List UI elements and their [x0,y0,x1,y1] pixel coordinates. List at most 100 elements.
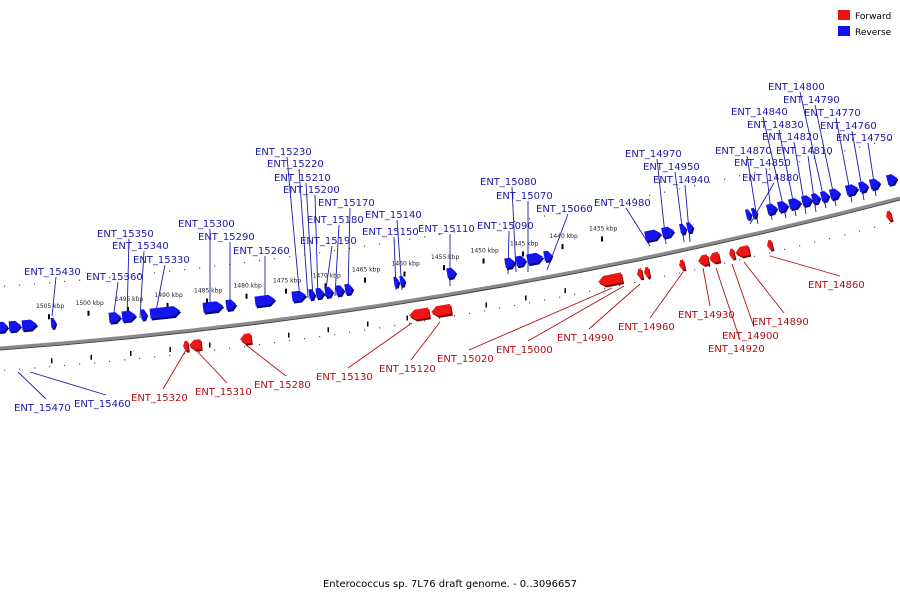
forward-gene-arrow [637,268,645,281]
guide-dot [679,272,681,274]
guide-dot [709,265,711,268]
forward-tick-mark [485,302,487,308]
reverse-gene-label: ENT_15210 [274,173,331,184]
reverse-gene-label: ENT_14750 [836,133,893,144]
kbp-tick-mark [522,251,524,257]
reverse-gene-arrow [344,283,355,297]
guide-dot [799,161,801,163]
guide-dot [19,284,21,286]
reverse-leader-line [29,371,107,396]
kbp-tick-label: 1500 kbp [76,300,104,307]
forward-tick-mark [525,295,527,301]
guide-dot [784,248,786,250]
forward-gene-arrow [240,333,253,346]
forward-tick-mark [367,321,369,327]
forward-gene-arrow [767,239,775,252]
guide-dot [79,279,81,281]
reverse-gene-arrow [810,193,822,206]
guide-dot [589,206,591,209]
reverse-gene-label: ENT_15090 [477,221,534,232]
forward-gene-arrow [431,303,453,318]
reverse-gene-arrow [8,320,23,334]
guide-dot [154,272,156,274]
reverse-gene-label: ENT_15230 [255,147,312,158]
kbp-tick-label: 1455 kbp [431,254,459,261]
forward-gene-label: ENT_14960 [618,322,675,333]
guide-dot [619,200,621,203]
forward-gene-arrow [189,339,203,352]
guide-dot [409,322,411,324]
guide-dot [559,296,561,298]
guide-dot [469,228,471,230]
guide-dot [649,278,651,280]
reverse-gene-arrow [108,312,123,325]
forward-gene-label: ENT_15020 [437,354,494,365]
reverse-leader-line [139,250,145,319]
kbp-tick-mark [166,302,169,308]
reverse-gene-label: ENT_15350 [97,229,154,240]
guide-dot [754,255,756,257]
forward-tick-mark [130,351,132,357]
guide-dot [559,212,561,214]
reverse-gene-arrow [800,195,814,209]
guide-dot [169,354,171,356]
guide-dot [739,175,741,177]
guide-dot [4,285,6,287]
reverse-gene-label: ENT_15290 [198,232,255,243]
guide-dot [289,256,291,258]
guide-dot [844,234,846,236]
reverse-leader-line [298,168,309,299]
guide-dot [454,231,456,233]
forward-leader-line [731,263,755,328]
guide-dot [214,265,216,267]
reverse-gene-arrow [828,188,842,202]
guide-dot [439,233,441,236]
reverse-leader-line [305,182,314,299]
reverse-leader-line [126,238,130,319]
kbp-tick-mark [206,298,208,304]
reverse-gene-label: ENT_15070 [496,191,553,202]
reverse-gene-arrow [21,319,39,333]
guide-dot [154,356,156,358]
guide-dot [199,351,201,353]
forward-gene-arrow [644,266,652,279]
guide-dot [64,280,66,283]
reverse-gene-label: ENT_15200 [283,185,340,196]
reverse-gene-arrow [844,184,860,198]
kbp-tick-mark [561,244,564,250]
reverse-leader-line [347,207,351,295]
reverse-gene-arrow [868,178,882,192]
reverse-gene-label: ENT_15430 [24,267,81,278]
reverse-gene-label: ENT_15180 [307,215,364,226]
forward-gene-label: ENT_14890 [752,317,809,328]
guide-dot [724,262,726,264]
guide-dot [424,320,426,322]
kbp-tick-label: 1445 kbp [510,240,538,247]
genome-backbone-shadow [0,199,900,351]
guide-dot [319,252,321,254]
forward-gene-arrow [679,259,687,272]
forward-gene-label: ENT_14930 [678,310,735,321]
guide-dot [844,150,846,152]
guide-dot [379,243,381,245]
forward-tick-mark [209,342,211,348]
forward-leader-line [715,267,741,341]
reverse-gene-arrow [504,257,517,271]
guide-dot [769,252,771,254]
gene-features [0,174,899,353]
reverse-gene-arrow [121,310,138,324]
forward-gene-arrow [886,210,894,223]
guide-dot [814,241,816,243]
guide-dot [484,226,486,228]
forward-gene-label: ENT_15120 [379,364,436,375]
kbp-ticks: 1505 kbp 1500 kbp 1495 kbp 1490 kbp 1485 kbp… [36,225,617,364]
guide-dot [364,329,366,331]
forward-leader-line [162,349,187,390]
reverse-gene-arrow [788,198,803,212]
reverse-gene-arrow [393,276,401,289]
reverse-gene-label: ENT_14870 [715,146,772,157]
guide-dot [349,247,351,249]
reverse-gene-label: ENT_15220 [267,159,324,170]
guide-dot [379,327,381,329]
reverse-gene-label: ENT_14940 [653,175,710,186]
